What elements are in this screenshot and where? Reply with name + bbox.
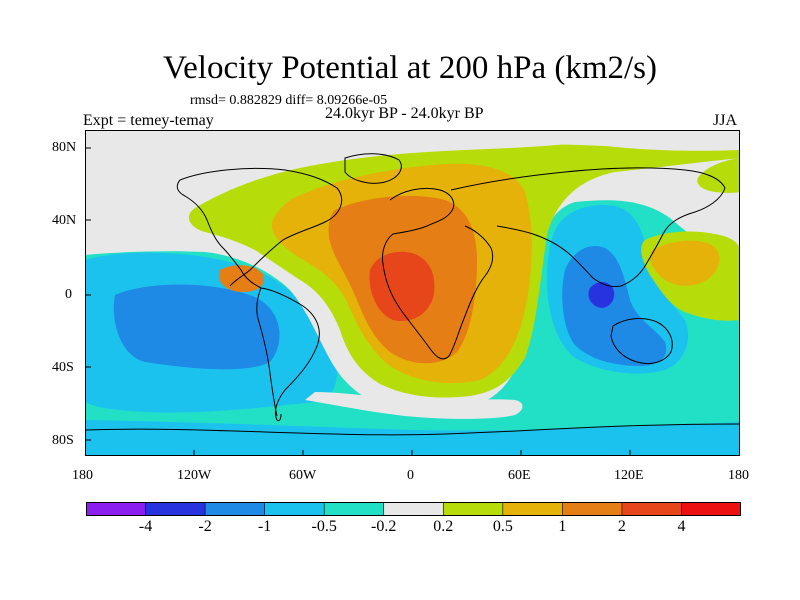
colorbar-label: -0.2 bbox=[371, 518, 397, 535]
coast-asia bbox=[450, 167, 726, 287]
lat-label-80s: 80S bbox=[52, 433, 74, 448]
field-max-positive bbox=[369, 251, 435, 322]
colorbar-swatch bbox=[204, 502, 266, 516]
lon-label-180e: 180 bbox=[728, 468, 749, 483]
colorbar-swatch bbox=[562, 502, 623, 516]
stats-line: rmsd= 0.882829 diff= 8.09266e-05 bbox=[190, 93, 388, 108]
colorbar-swatch bbox=[621, 502, 683, 516]
axis-ticks bbox=[85, 147, 631, 456]
field-moderate-positive-pacific bbox=[650, 240, 720, 286]
lat-label-40s: 40S bbox=[52, 360, 74, 375]
field-max-negative-east bbox=[588, 282, 615, 308]
colorbar-swatch bbox=[681, 502, 741, 516]
lon-label-60e: 60E bbox=[508, 468, 531, 483]
lat-label-40n: 40N bbox=[52, 213, 77, 228]
field-strong-negative-east bbox=[562, 246, 667, 366]
coast-europe-africa bbox=[382, 187, 494, 360]
colorbar-swatch bbox=[502, 502, 564, 516]
colorbar-label: -4 bbox=[138, 518, 153, 535]
lat-label-80n: 80N bbox=[52, 140, 77, 155]
coast-greenland bbox=[344, 153, 402, 184]
season-label: JJA bbox=[713, 112, 738, 129]
colorbar-swatch bbox=[264, 502, 325, 516]
field-zero-north bbox=[85, 130, 740, 151]
lon-label-180w: 180 bbox=[72, 468, 93, 483]
colorbar-label: -0.5 bbox=[311, 518, 337, 535]
coastlines bbox=[85, 153, 740, 436]
field-moderate-negative-south bbox=[85, 420, 740, 456]
experiment-label: Expt = temey-temay bbox=[83, 112, 214, 129]
field-weak-positive-east-edge bbox=[697, 158, 740, 193]
colorbar-label: 1 bbox=[558, 518, 567, 535]
colorbar bbox=[86, 502, 741, 516]
colorbar-label: -2 bbox=[198, 518, 212, 535]
plot-title: Velocity Potential at 200 hPa (km2/s) bbox=[162, 50, 658, 86]
lon-label-120w: 120W bbox=[177, 468, 212, 483]
coast-australia bbox=[610, 318, 673, 365]
colorbar-swatch bbox=[442, 502, 504, 516]
colorbar-swatch bbox=[86, 502, 147, 516]
colorbar-swatch bbox=[383, 502, 445, 516]
map-plot bbox=[85, 130, 740, 456]
colorbar-label: 4 bbox=[677, 518, 686, 535]
coast-antarctica bbox=[85, 423, 740, 436]
coast-north-america bbox=[176, 167, 343, 289]
colorbar-label: 0.2 bbox=[433, 518, 454, 535]
field-zero-south bbox=[305, 392, 523, 419]
colorbar-label: -1 bbox=[257, 518, 272, 535]
lon-label-60w: 60W bbox=[289, 468, 317, 483]
lat-label-0: 0 bbox=[65, 287, 72, 302]
colorbar-label: 2 bbox=[617, 518, 626, 535]
period-label: 24.0kyr BP - 24.0kyr BP bbox=[325, 105, 484, 122]
field-strong-negative-west bbox=[113, 284, 280, 370]
colorbar-label: 0.5 bbox=[492, 518, 513, 535]
colorbar-swatch bbox=[145, 502, 206, 516]
coast-south-america bbox=[256, 287, 320, 422]
lon-label-0: 0 bbox=[407, 468, 414, 483]
lon-label-120e: 120E bbox=[614, 468, 644, 483]
colorbar-swatch bbox=[323, 502, 385, 516]
